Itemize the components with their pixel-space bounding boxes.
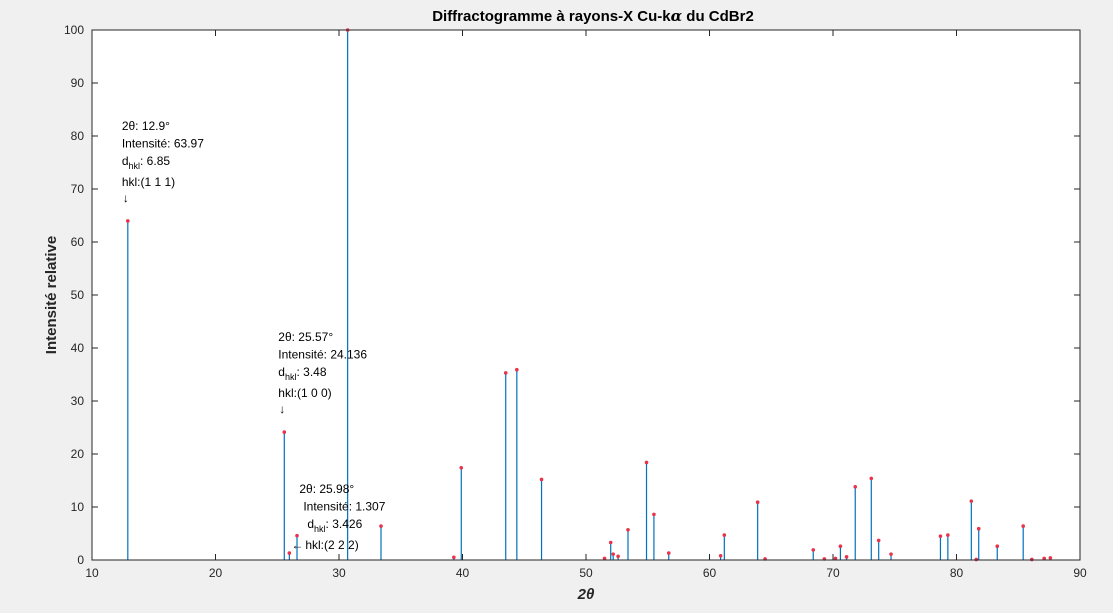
- peak-marker-18: [666, 551, 671, 555]
- y-tick-label-100: 100: [64, 23, 84, 37]
- annotation-intensity: Intensité: 1.307: [303, 500, 385, 514]
- peak-marker-32: [938, 534, 943, 538]
- annotation-intensity: Intensité: 63.97: [122, 137, 204, 151]
- title-alpha-symbol: α: [671, 7, 683, 25]
- peak-marker-3: [295, 533, 299, 538]
- x-tick-label-10: 10: [85, 566, 99, 580]
- x-tick-label-90: 90: [1073, 566, 1087, 580]
- peak-marker-9: [515, 367, 519, 372]
- x-tick-label-20: 20: [209, 566, 223, 580]
- peak-marker-21: [755, 500, 760, 505]
- peak-marker-29: [869, 476, 874, 481]
- annotation-two-theta: 2θ: 25.98°: [299, 482, 354, 496]
- x-tick-label-30: 30: [332, 566, 346, 580]
- peak-marker-41: [1048, 556, 1053, 560]
- peak-marker-28: [853, 485, 858, 489]
- peak-marker-17: [652, 512, 656, 517]
- plot-area: [92, 30, 1080, 560]
- peak-marker-40: [1042, 556, 1046, 561]
- annotation-d-spacing: dhkl: 6.85: [122, 154, 171, 171]
- annotation-d-spacing: dhkl: 3.426: [307, 517, 362, 534]
- peak-marker-2: [287, 551, 292, 555]
- y-tick-label-70: 70: [71, 182, 85, 196]
- peak-annotation-0: 2θ: 12.9° Intensité: 63.97 dhkl: 6.85 hkl:(…: [122, 119, 204, 205]
- peak-marker-38: [1021, 524, 1025, 528]
- peak-marker-23: [811, 548, 816, 552]
- peak-marker-0: [126, 219, 130, 223]
- peak-marker-39: [1030, 557, 1034, 562]
- annotation-arrow: ←: [291, 538, 303, 552]
- y-tick-label-10: 10: [71, 500, 85, 514]
- x-tick-label-60: 60: [703, 566, 717, 580]
- x-tick-label-80: 80: [950, 566, 964, 580]
- x-tick-label-50: 50: [579, 566, 593, 580]
- y-tick-label-60: 60: [71, 235, 85, 249]
- chart-title: Diffractogramme à rayons-X Cu-kα du CdBr…: [432, 7, 754, 25]
- peak-marker-1: [282, 430, 287, 434]
- y-tick-label-50: 50: [71, 288, 85, 302]
- x-axis-label: 2θ: [577, 586, 595, 603]
- x-tick-label-40: 40: [456, 566, 470, 580]
- peak-marker-30: [876, 538, 881, 543]
- stem-series: [126, 28, 1053, 562]
- annotation-two-theta: 2θ: 12.9°: [122, 119, 170, 133]
- y-tick-label-80: 80: [71, 129, 85, 143]
- peak-annotation-1: 2θ: 25.57° Intensité: 24.136 dhkl: 3.48 hkl…: [278, 330, 367, 416]
- peak-marker-10: [539, 477, 544, 482]
- peak-marker-15: [626, 527, 630, 532]
- peak-marker-7: [459, 465, 464, 470]
- y-tick-label-30: 30: [71, 394, 85, 408]
- peak-marker-20: [722, 533, 727, 537]
- annotation-arrow: ↓: [123, 191, 129, 205]
- y-axis-ticks: 0 10 20 30 40 50 60 70 80 90 100: [64, 23, 1080, 567]
- peak-marker-33: [946, 533, 950, 537]
- y-tick-label-40: 40: [71, 341, 85, 355]
- x-tick-label-70: 70: [826, 566, 840, 580]
- annotation-two-theta: 2θ: 25.57°: [278, 330, 333, 344]
- peak-marker-19: [718, 553, 723, 558]
- peak-marker-31: [889, 552, 893, 556]
- peak-marker-11: [602, 556, 607, 561]
- peak-marker-16: [644, 460, 649, 465]
- peak-marker-8: [503, 371, 508, 375]
- peak-marker-6: [452, 555, 456, 560]
- peak-marker-5: [379, 524, 383, 528]
- y-axis-label: Intensité relative: [43, 236, 60, 354]
- peak-marker-27: [844, 555, 849, 559]
- peak-marker-25: [833, 556, 838, 561]
- y-tick-label-0: 0: [77, 553, 84, 567]
- peak-annotation-2: 2θ: 25.98° Intensité: 1.307 dhkl: 3.426 ← hk…: [291, 482, 385, 552]
- annotation-hkl: hkl:(1 0 0): [278, 386, 331, 400]
- x-axis-ticks: 10 20 30 40 50 60 70 80 90: [85, 30, 1087, 580]
- annotation-hkl: hkl:(1 1 1): [122, 175, 175, 189]
- peak-marker-36: [976, 526, 981, 531]
- y-tick-label-20: 20: [71, 447, 85, 461]
- peak-marker-26: [838, 544, 843, 549]
- peak-marker-37: [995, 544, 1000, 549]
- peak-annotations: 2θ: 12.9° Intensité: 63.97 dhkl: 6.85 hkl:(…: [122, 119, 386, 552]
- annotation-d-spacing: dhkl: 3.48: [278, 365, 327, 382]
- annotation-arrow: ↓: [279, 402, 285, 416]
- annotation-hkl: hkl:(2 2 2): [305, 538, 358, 552]
- peak-marker-34: [969, 499, 974, 503]
- peak-marker-35: [974, 557, 979, 562]
- y-tick-label-90: 90: [71, 76, 85, 90]
- peak-marker-12: [608, 540, 613, 545]
- peak-marker-13: [611, 552, 615, 556]
- peak-marker-14: [616, 554, 620, 559]
- annotation-intensity: Intensité: 24.136: [278, 348, 367, 362]
